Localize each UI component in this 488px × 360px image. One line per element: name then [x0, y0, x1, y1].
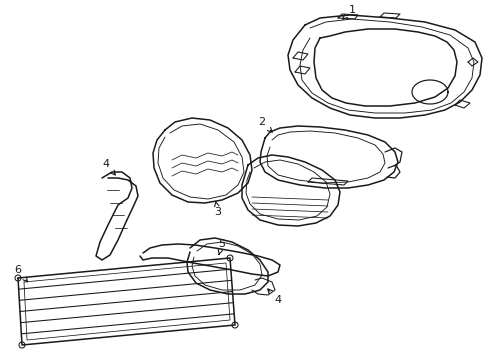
Text: 3: 3: [214, 201, 221, 217]
Text: 4: 4: [267, 289, 281, 305]
Text: 2: 2: [258, 117, 272, 132]
Text: 6: 6: [15, 265, 27, 282]
Text: 5: 5: [218, 239, 225, 255]
Text: 4: 4: [102, 159, 115, 175]
Text: 1: 1: [342, 5, 355, 19]
